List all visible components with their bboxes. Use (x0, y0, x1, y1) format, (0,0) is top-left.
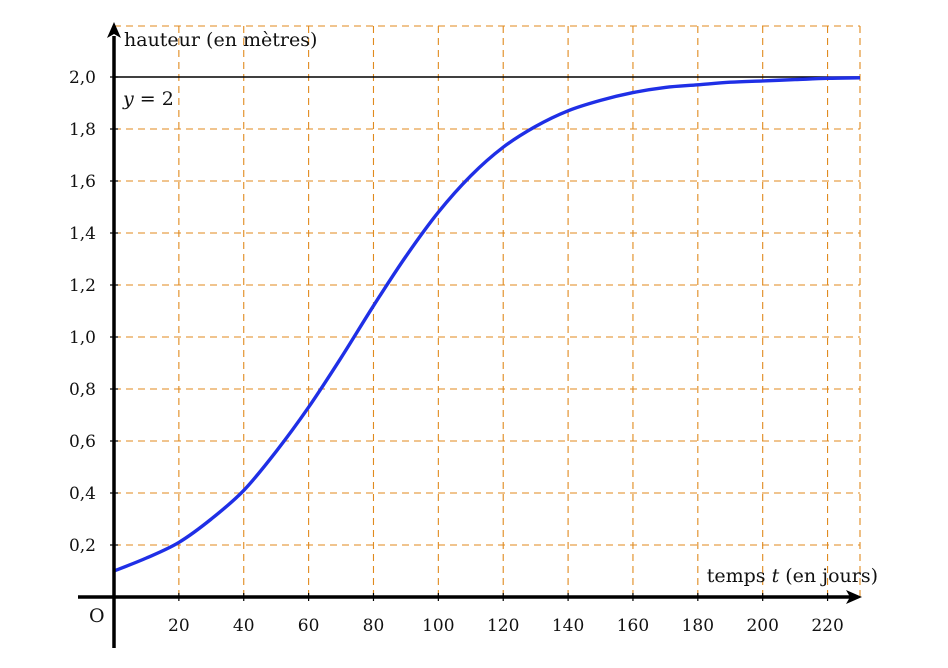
x-tick-label-80: 80 (363, 616, 385, 636)
y-tick-label-1: 0,4 (69, 484, 96, 504)
y-tick-label-8: 1,8 (69, 120, 96, 140)
y-tick-label-6: 1,4 (69, 224, 96, 244)
y-tick-label-0: 0,2 (69, 536, 96, 556)
x-tick-label-180: 180 (682, 616, 714, 636)
y-tick-label-9: 2,0 (69, 68, 96, 88)
x-tick-label-120: 120 (487, 616, 519, 636)
x-axis-label: temps t (en jours) (707, 565, 878, 587)
grid (114, 25, 861, 597)
x-tick-label-160: 160 (617, 616, 649, 636)
y-tick-label-7: 1,6 (69, 172, 96, 192)
x-tick-label-100: 100 (422, 616, 454, 636)
x-tick-label-20: 20 (168, 616, 190, 636)
y-tick-label-2: 0,6 (69, 432, 96, 452)
asymptote-label: y = 2 (122, 88, 174, 110)
y-axis-label: hauteur (en mètres) (124, 29, 317, 51)
data-curve (113, 76, 861, 573)
axes (78, 22, 862, 648)
y-tick-label-4: 1,0 (69, 328, 96, 348)
x-axis-arrow-icon (846, 590, 862, 604)
x-tick-label-60: 60 (298, 616, 320, 636)
y-tick-label-3: 0,8 (69, 380, 96, 400)
y-tick-label-5: 1,2 (69, 276, 96, 296)
x-tick-label-40: 40 (233, 616, 255, 636)
origin-label: O (89, 605, 105, 627)
x-tick-label-140: 140 (552, 616, 584, 636)
x-ticks: 20 40 60 80 100 120 140 160 180 200 220 (168, 593, 844, 636)
y-ticks: 0,2 0,4 0,6 0,8 1,0 1,2 1,4 1,6 1,8 2,0 (69, 68, 118, 556)
y-axis-arrow-icon (107, 22, 121, 38)
x-tick-label-220: 220 (811, 616, 843, 636)
x-tick-label-200: 200 (746, 616, 778, 636)
